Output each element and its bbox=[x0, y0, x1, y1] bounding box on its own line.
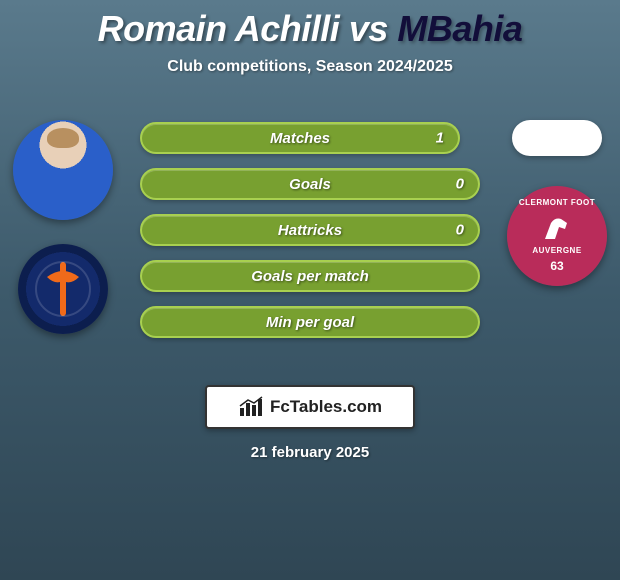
horse-icon bbox=[539, 209, 575, 245]
player2-club-badge: CLERMONT FOOT AUVERGNE 63 bbox=[507, 186, 607, 286]
bar-goals-per-match: Goals per match bbox=[140, 260, 480, 292]
left-column bbox=[8, 120, 118, 334]
bar-min-per-goal: Min per goal bbox=[140, 306, 480, 338]
club2-text-bottom: AUVERGNE bbox=[532, 247, 581, 255]
title-player1: Romain Achilli bbox=[98, 8, 340, 49]
bar-label: Goals bbox=[289, 176, 331, 193]
bar-hattricks: Hattricks 0 bbox=[140, 214, 480, 246]
watermark-text: FcTables.com bbox=[270, 397, 382, 417]
footer-date: 21 february 2025 bbox=[0, 444, 620, 461]
right-column: CLERMONT FOOT AUVERGNE 63 bbox=[502, 120, 612, 286]
title-player2: MBahia bbox=[397, 8, 522, 49]
bar-goals: Goals 0 bbox=[140, 168, 480, 200]
stats-bars: Matches 1 Goals 0 Hattricks 0 Goals per … bbox=[140, 122, 480, 352]
subtitle: Club competitions, Season 2024/2025 bbox=[0, 58, 620, 76]
club2-text-top: CLERMONT FOOT bbox=[519, 199, 595, 207]
title-vs: vs bbox=[349, 8, 388, 49]
watermark-fctables: FcTables.com bbox=[205, 385, 415, 429]
barchart-icon bbox=[238, 396, 264, 418]
player2-avatar bbox=[512, 120, 602, 156]
bar-label: Goals per match bbox=[251, 268, 369, 285]
bar-label: Min per goal bbox=[266, 314, 354, 331]
club2-number: 63 bbox=[550, 259, 563, 273]
page-title: Romain Achilli vs MBahia bbox=[0, 0, 620, 50]
bar-value: 0 bbox=[456, 176, 464, 193]
bar-value: 0 bbox=[456, 222, 464, 239]
axe-icon bbox=[33, 259, 93, 319]
bar-value: 1 bbox=[436, 130, 444, 147]
bar-label: Hattricks bbox=[278, 222, 342, 239]
bar-label: Matches bbox=[270, 130, 330, 147]
player1-club-badge bbox=[18, 244, 108, 334]
bar-matches: Matches 1 bbox=[140, 122, 460, 154]
player1-avatar bbox=[13, 120, 113, 220]
